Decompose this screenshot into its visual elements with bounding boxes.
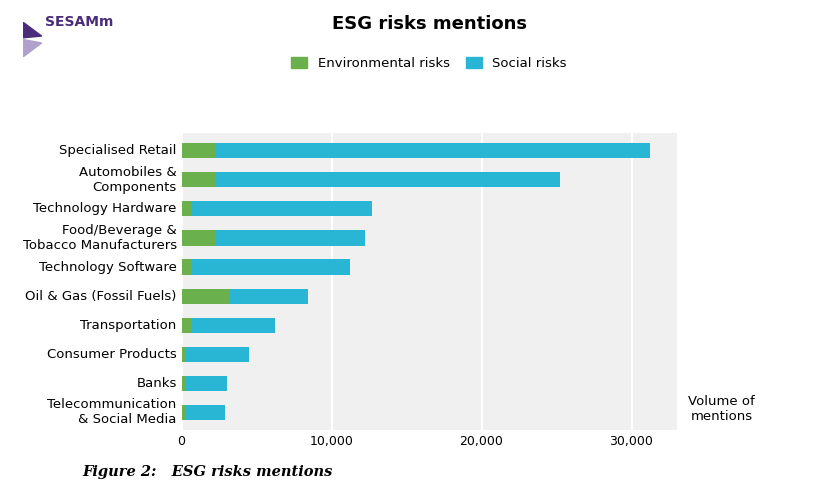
Bar bbox=[185, 376, 227, 391]
Bar bbox=[182, 172, 214, 187]
Polygon shape bbox=[23, 40, 41, 57]
Bar bbox=[182, 288, 229, 304]
Bar bbox=[214, 143, 649, 159]
Bar bbox=[214, 230, 365, 246]
Bar bbox=[182, 347, 186, 362]
Text: SESAMm: SESAMm bbox=[45, 15, 114, 29]
Bar bbox=[185, 405, 225, 420]
Bar bbox=[186, 347, 249, 362]
Text: ESG risks mentions: ESG risks mentions bbox=[332, 15, 526, 33]
Bar bbox=[192, 202, 372, 216]
Bar bbox=[192, 259, 350, 275]
Bar bbox=[182, 230, 214, 246]
Bar bbox=[182, 405, 185, 420]
Bar bbox=[182, 376, 185, 391]
Text: Volume of
mentions: Volume of mentions bbox=[689, 395, 755, 423]
Bar bbox=[182, 318, 192, 333]
Legend: Environmental risks, Social risks: Environmental risks, Social risks bbox=[291, 57, 567, 70]
Bar bbox=[182, 143, 214, 159]
Bar bbox=[214, 172, 559, 187]
Bar bbox=[182, 259, 192, 275]
Bar bbox=[192, 318, 275, 333]
Polygon shape bbox=[23, 22, 41, 38]
Bar bbox=[182, 202, 192, 216]
Text: Figure 2:   ESG risks mentions: Figure 2: ESG risks mentions bbox=[82, 465, 332, 479]
Bar bbox=[229, 288, 308, 304]
